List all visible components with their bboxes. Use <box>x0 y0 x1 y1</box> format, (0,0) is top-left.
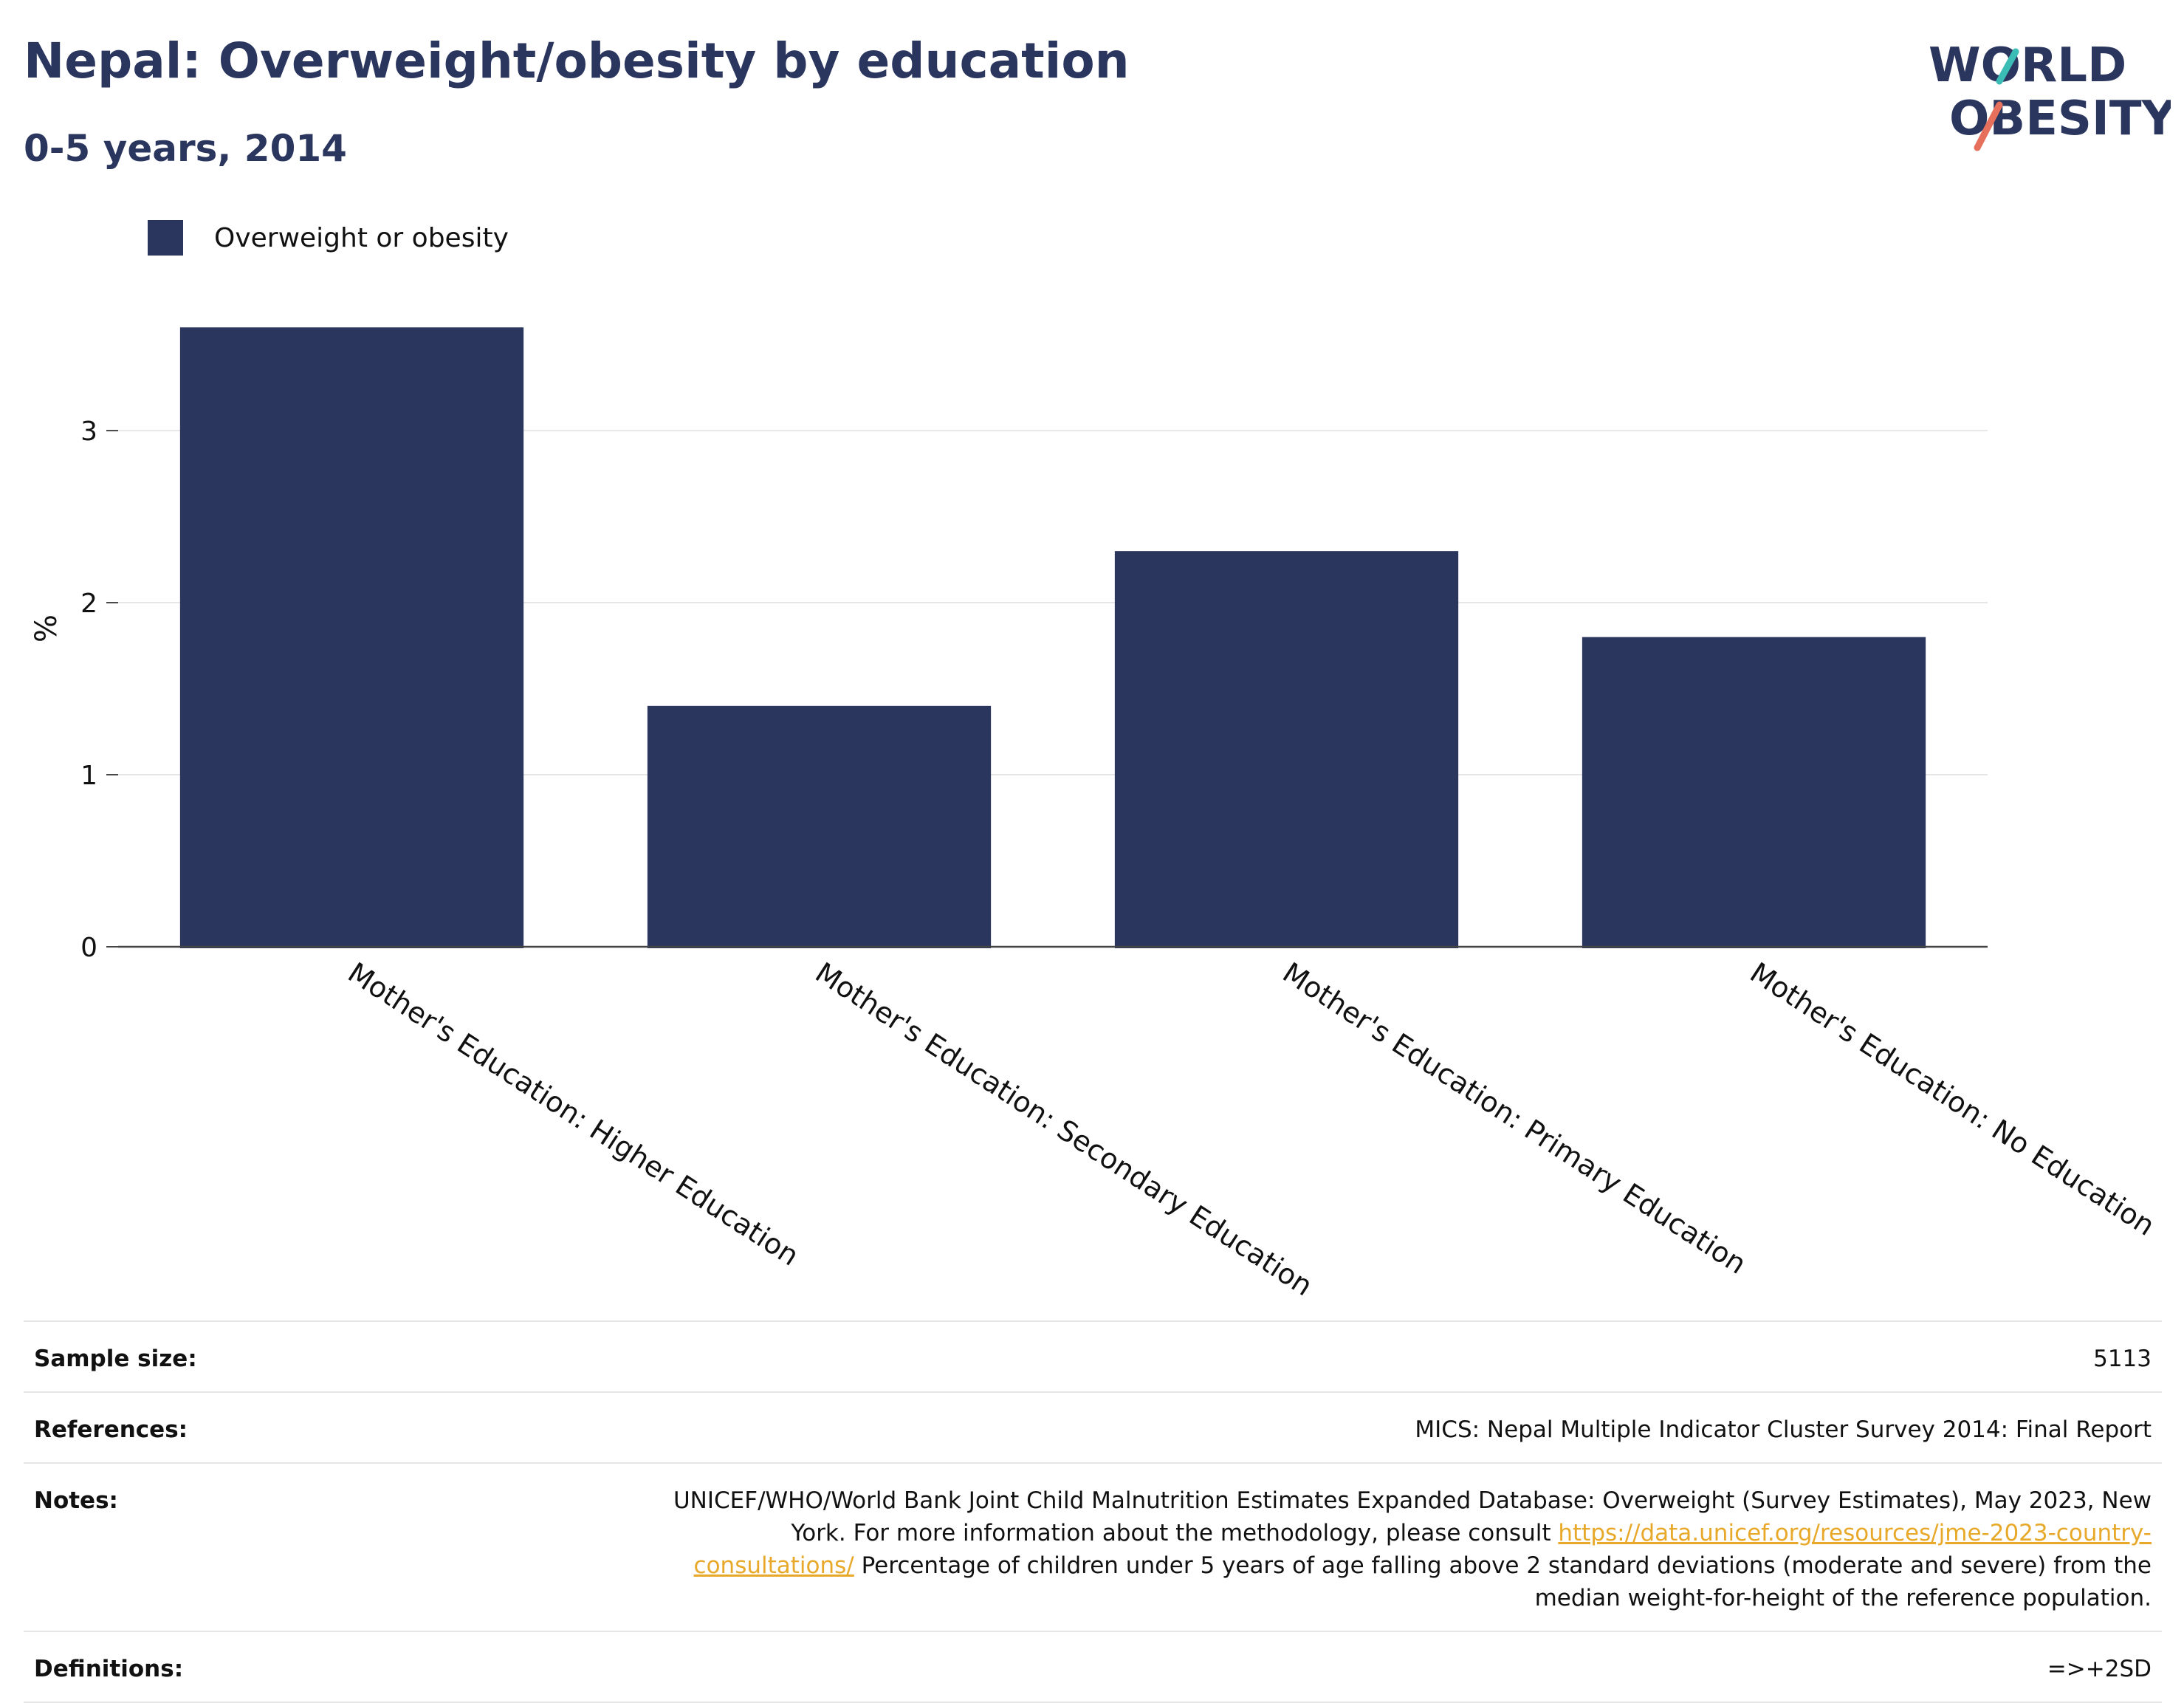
legend-label: Overweight or obesity <box>214 222 509 253</box>
notes-value: UNICEF/WHO/World Bank Joint Child Malnut… <box>638 1484 2152 1614</box>
bar <box>1582 637 1926 948</box>
y-tick-label: 1 <box>80 761 97 791</box>
y-tick-label: 0 <box>80 933 97 963</box>
info-row-references: References: MICS: Nepal Multiple Indicat… <box>24 1391 2162 1462</box>
bar <box>647 705 992 948</box>
bar <box>179 327 524 948</box>
x-tick-label: Mother's Education: Secondary Education <box>810 956 1319 1303</box>
x-tick-label: Mother's Education: Higher Education <box>343 956 805 1272</box>
references-label: References: <box>34 1416 188 1443</box>
y-tick-label: 3 <box>80 417 97 447</box>
sample-size-label: Sample size: <box>34 1346 197 1372</box>
chart-legend: Overweight or obesity <box>148 220 509 256</box>
info-table: Sample size: 5113 References: MICS: Nepa… <box>24 1320 2162 1703</box>
logo-text-world: WORLD <box>1929 38 2126 93</box>
chart-subtitle: 0-5 years, 2014 <box>24 127 347 170</box>
y-tick-label: 2 <box>80 589 97 619</box>
world-obesity-logo: WORLD OBESITY <box>1929 38 2171 151</box>
info-row-notes: Notes: UNICEF/WHO/World Bank Joint Child… <box>24 1462 2162 1631</box>
legend-swatch <box>148 220 183 256</box>
x-tick-label: Mother's Education: No Education <box>1745 956 2161 1242</box>
notes-text-1: UNICEF/WHO/World Bank Joint Child Malnut… <box>673 1487 2152 1546</box>
y-axis-title: % <box>30 614 63 643</box>
logo-slash-teal <box>1996 48 2019 85</box>
info-row-definitions: Definitions: =>+2SD <box>24 1631 2162 1703</box>
notes-label: Notes: <box>34 1487 118 1514</box>
x-tick-label: Mother's Education: Primary Education <box>1277 956 1752 1281</box>
logo-slash-coral <box>1974 101 2003 151</box>
definitions-label: Definitions: <box>34 1656 184 1682</box>
bar-chart: 0 1 2 3% Mother's Education: Higher Educatio… <box>30 327 2161 1303</box>
info-row-sample-size: Sample size: 5113 <box>24 1320 2162 1391</box>
definitions-value: =>+2SD <box>2047 1656 2152 1682</box>
bar <box>1114 551 1459 948</box>
notes-link[interactable]: https://data.unicef.org/resources/jme-20… <box>693 1520 2152 1579</box>
notes-text-2: Percentage of children under 5 years of … <box>854 1552 2152 1611</box>
sample-size-value: 5113 <box>2093 1346 2152 1372</box>
references-value: MICS: Nepal Multiple Indicator Cluster S… <box>1415 1416 2152 1443</box>
chart-title: Nepal: Overweight/obesity by education <box>24 32 1130 89</box>
